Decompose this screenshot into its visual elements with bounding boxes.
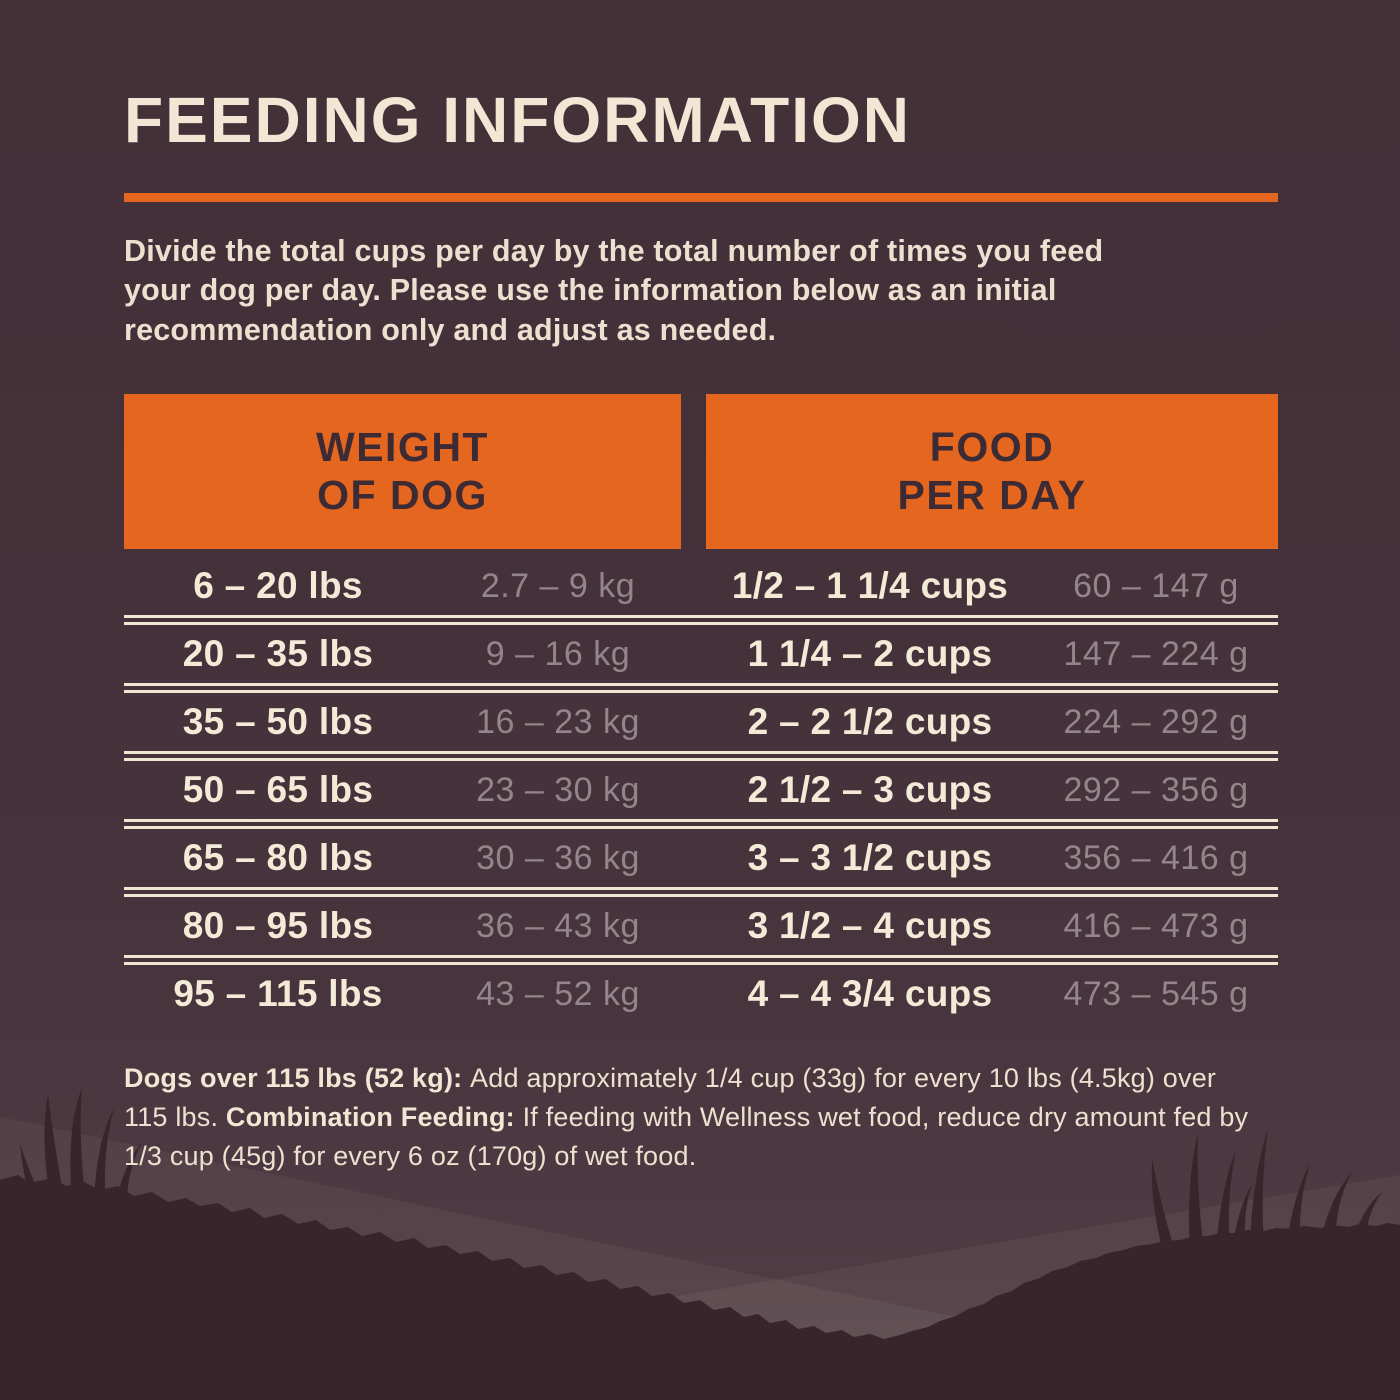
- weight-kg-value: 43 – 52 kg: [476, 974, 640, 1013]
- table-row: 20 – 35 lbs 9 – 16 kg 1 1/4 – 2 cups 147…: [124, 625, 1278, 683]
- weight-lbs-value: 95 – 115 lbs: [173, 973, 383, 1015]
- feeding-table: 6 – 20 lbs 2.7 – 9 kg 1/2 – 1 1/4 cups 6…: [124, 557, 1278, 1023]
- foreground-grass-hill: [0, 1175, 1400, 1400]
- row-divider: [124, 615, 1278, 626]
- food-grams-value: 147 – 224 g: [1063, 634, 1249, 673]
- food-cups-value: 3 – 3 1/2 cups: [747, 837, 993, 879]
- weight-lbs-value: 6 – 20 lbs: [193, 565, 363, 607]
- page-title: FEEDING INFORMATION: [124, 84, 911, 156]
- weight-lbs-value: 65 – 80 lbs: [182, 837, 374, 879]
- weight-of-dog-header: WEIGHT OF DOG: [124, 394, 681, 550]
- food-header-line2: PER DAY: [897, 471, 1087, 518]
- food-grams-value: 473 – 545 g: [1063, 974, 1249, 1013]
- weight-header-line2: OF DOG: [317, 471, 488, 518]
- title-divider: [124, 193, 1278, 203]
- footnote: Dogs over 115 lbs (52 kg): Add approxima…: [124, 1059, 1278, 1176]
- footnote-text-over-115: Add approximately 1/4 cup (33g) for ever…: [124, 1063, 1217, 1133]
- weight-header-line1: WEIGHT: [316, 423, 489, 470]
- food-grams-value: 224 – 292 g: [1063, 702, 1249, 741]
- table-row: 50 – 65 lbs 23 – 30 kg 2 1/2 – 3 cups 29…: [124, 761, 1278, 819]
- table-row: 65 – 80 lbs 30 – 36 kg 3 – 3 1/2 cups 35…: [124, 829, 1278, 887]
- weight-lbs-value: 80 – 95 lbs: [182, 905, 374, 947]
- food-cups-value: 1 1/4 – 2 cups: [747, 633, 993, 675]
- row-divider: [124, 819, 1278, 830]
- row-divider: [124, 683, 1278, 694]
- food-cups-value: 1/2 – 1 1/4 cups: [731, 565, 1009, 607]
- footnote-label-combination-feeding: Combination Feeding:: [225, 1102, 523, 1133]
- food-grams-value: 292 – 356 g: [1063, 770, 1249, 809]
- weight-kg-value: 30 – 36 kg: [476, 838, 640, 877]
- row-divider: [124, 955, 1278, 966]
- footnote-label-over-115: Dogs over 115 lbs (52 kg):: [124, 1063, 471, 1094]
- weight-lbs-value: 50 – 65 lbs: [182, 769, 374, 811]
- table-column-headers: WEIGHT OF DOG FOOD PER DAY: [124, 394, 1278, 550]
- row-divider: [124, 751, 1278, 762]
- landscape-silhouette: [0, 1088, 1400, 1400]
- weight-kg-value: 2.7 – 9 kg: [480, 566, 636, 605]
- food-cups-value: 4 – 4 3/4 cups: [747, 973, 993, 1015]
- food-cups-value: 2 – 2 1/2 cups: [747, 701, 993, 743]
- food-cups-value: 3 1/2 – 4 cups: [747, 905, 993, 947]
- table-row: 35 – 50 lbs 16 – 23 kg 2 – 2 1/2 cups 22…: [124, 693, 1278, 751]
- weight-lbs-value: 20 – 35 lbs: [182, 633, 374, 675]
- food-grams-value: 356 – 416 g: [1063, 838, 1249, 877]
- grass-blades-left: [20, 1088, 142, 1210]
- label-content: FEEDING INFORMATION Divide the total cup…: [124, 0, 1278, 1177]
- food-grams-value: 416 – 473 g: [1063, 906, 1249, 945]
- food-grams-value: 60 – 147 g: [1073, 566, 1239, 605]
- footnote-text-combination-feeding: If feeding with Wellness wet food, reduc…: [124, 1102, 1249, 1172]
- table-row: 80 – 95 lbs 36 – 43 kg 3 1/2 – 4 cups 41…: [124, 897, 1278, 955]
- food-per-day-header: FOOD PER DAY: [706, 394, 1278, 550]
- food-cups-value: 2 1/2 – 3 cups: [747, 769, 993, 811]
- grass-blades-right: [1151, 1128, 1382, 1252]
- weight-kg-value: 23 – 30 kg: [476, 770, 640, 809]
- table-row: 6 – 20 lbs 2.7 – 9 kg 1/2 – 1 1/4 cups 6…: [124, 557, 1278, 615]
- intro-text: Divide the total cups per day by the tot…: [124, 234, 1104, 347]
- food-header-line1: FOOD: [929, 423, 1055, 470]
- weight-kg-value: 16 – 23 kg: [476, 702, 640, 741]
- row-divider: [124, 887, 1278, 898]
- weight-kg-value: 36 – 43 kg: [476, 906, 640, 945]
- weight-lbs-value: 35 – 50 lbs: [182, 701, 374, 743]
- table-row: 95 – 115 lbs 43 – 52 kg 4 – 4 3/4 cups 4…: [124, 965, 1278, 1023]
- weight-kg-value: 9 – 16 kg: [485, 634, 631, 673]
